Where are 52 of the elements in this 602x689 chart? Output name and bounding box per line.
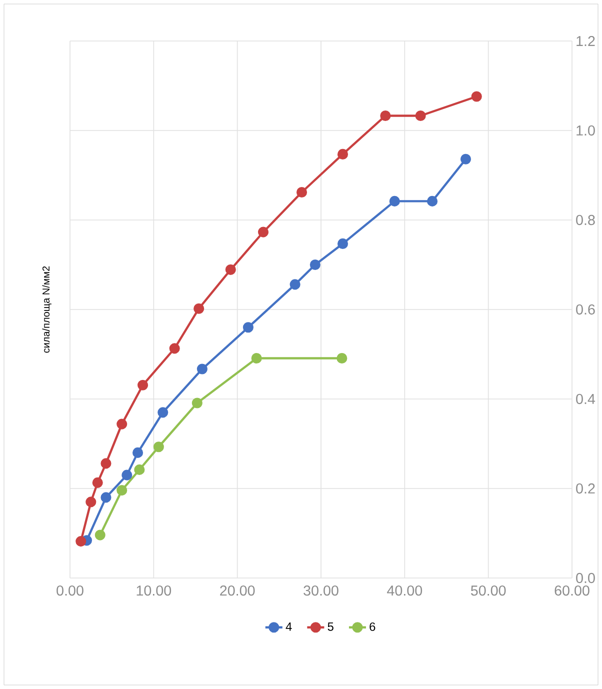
point [138, 380, 148, 390]
legend-label: 5 [328, 622, 334, 631]
y-tick-label: 1.0 [576, 125, 595, 136]
point [76, 536, 86, 547]
point [132, 447, 144, 458]
point [192, 398, 202, 408]
point [336, 352, 348, 364]
point [310, 259, 320, 270]
y-tick-label: 0.8 [576, 214, 595, 226]
x-tick-label: 60.00 [554, 586, 590, 596]
x-tick-label: 40.00 [387, 586, 422, 596]
point [116, 418, 128, 430]
point [225, 264, 236, 275]
legend-label: 6 [370, 622, 376, 631]
point [389, 196, 400, 206]
point [122, 470, 132, 480]
point [251, 352, 262, 364]
point [169, 343, 180, 354]
point [415, 110, 426, 122]
y-tick-label: 0.2 [576, 483, 595, 494]
x-tick-label: 0.00 [56, 586, 84, 596]
y-tick-label: 0.6 [576, 304, 595, 315]
point [100, 458, 112, 469]
x-tick-label: 50.00 [470, 586, 506, 596]
point [134, 464, 145, 475]
point [100, 492, 112, 503]
point [242, 322, 254, 333]
x-tick-label: 30.00 [304, 586, 338, 596]
point [94, 530, 106, 540]
legend-label: 4 [286, 622, 292, 631]
x-tick-label: 20.00 [220, 586, 255, 596]
point [427, 196, 438, 206]
point [158, 407, 168, 418]
point [194, 303, 204, 314]
point [290, 279, 300, 290]
x-tick-label: 10.00 [136, 586, 172, 596]
point [153, 442, 164, 452]
point [86, 496, 96, 508]
point [296, 186, 308, 198]
y-tick-label: 0.0 [576, 572, 595, 584]
point [337, 148, 348, 160]
point [92, 477, 103, 488]
point [258, 226, 269, 238]
y-tick-label: 1.2 [576, 36, 595, 46]
point [471, 91, 482, 102]
y-tick-label: 0.4 [576, 394, 596, 404]
point [460, 154, 472, 164]
y-axis-title: сила/площа N/мм2 [42, 266, 52, 353]
point [337, 238, 348, 249]
point [116, 485, 128, 496]
point [196, 364, 208, 374]
point [380, 110, 391, 122]
